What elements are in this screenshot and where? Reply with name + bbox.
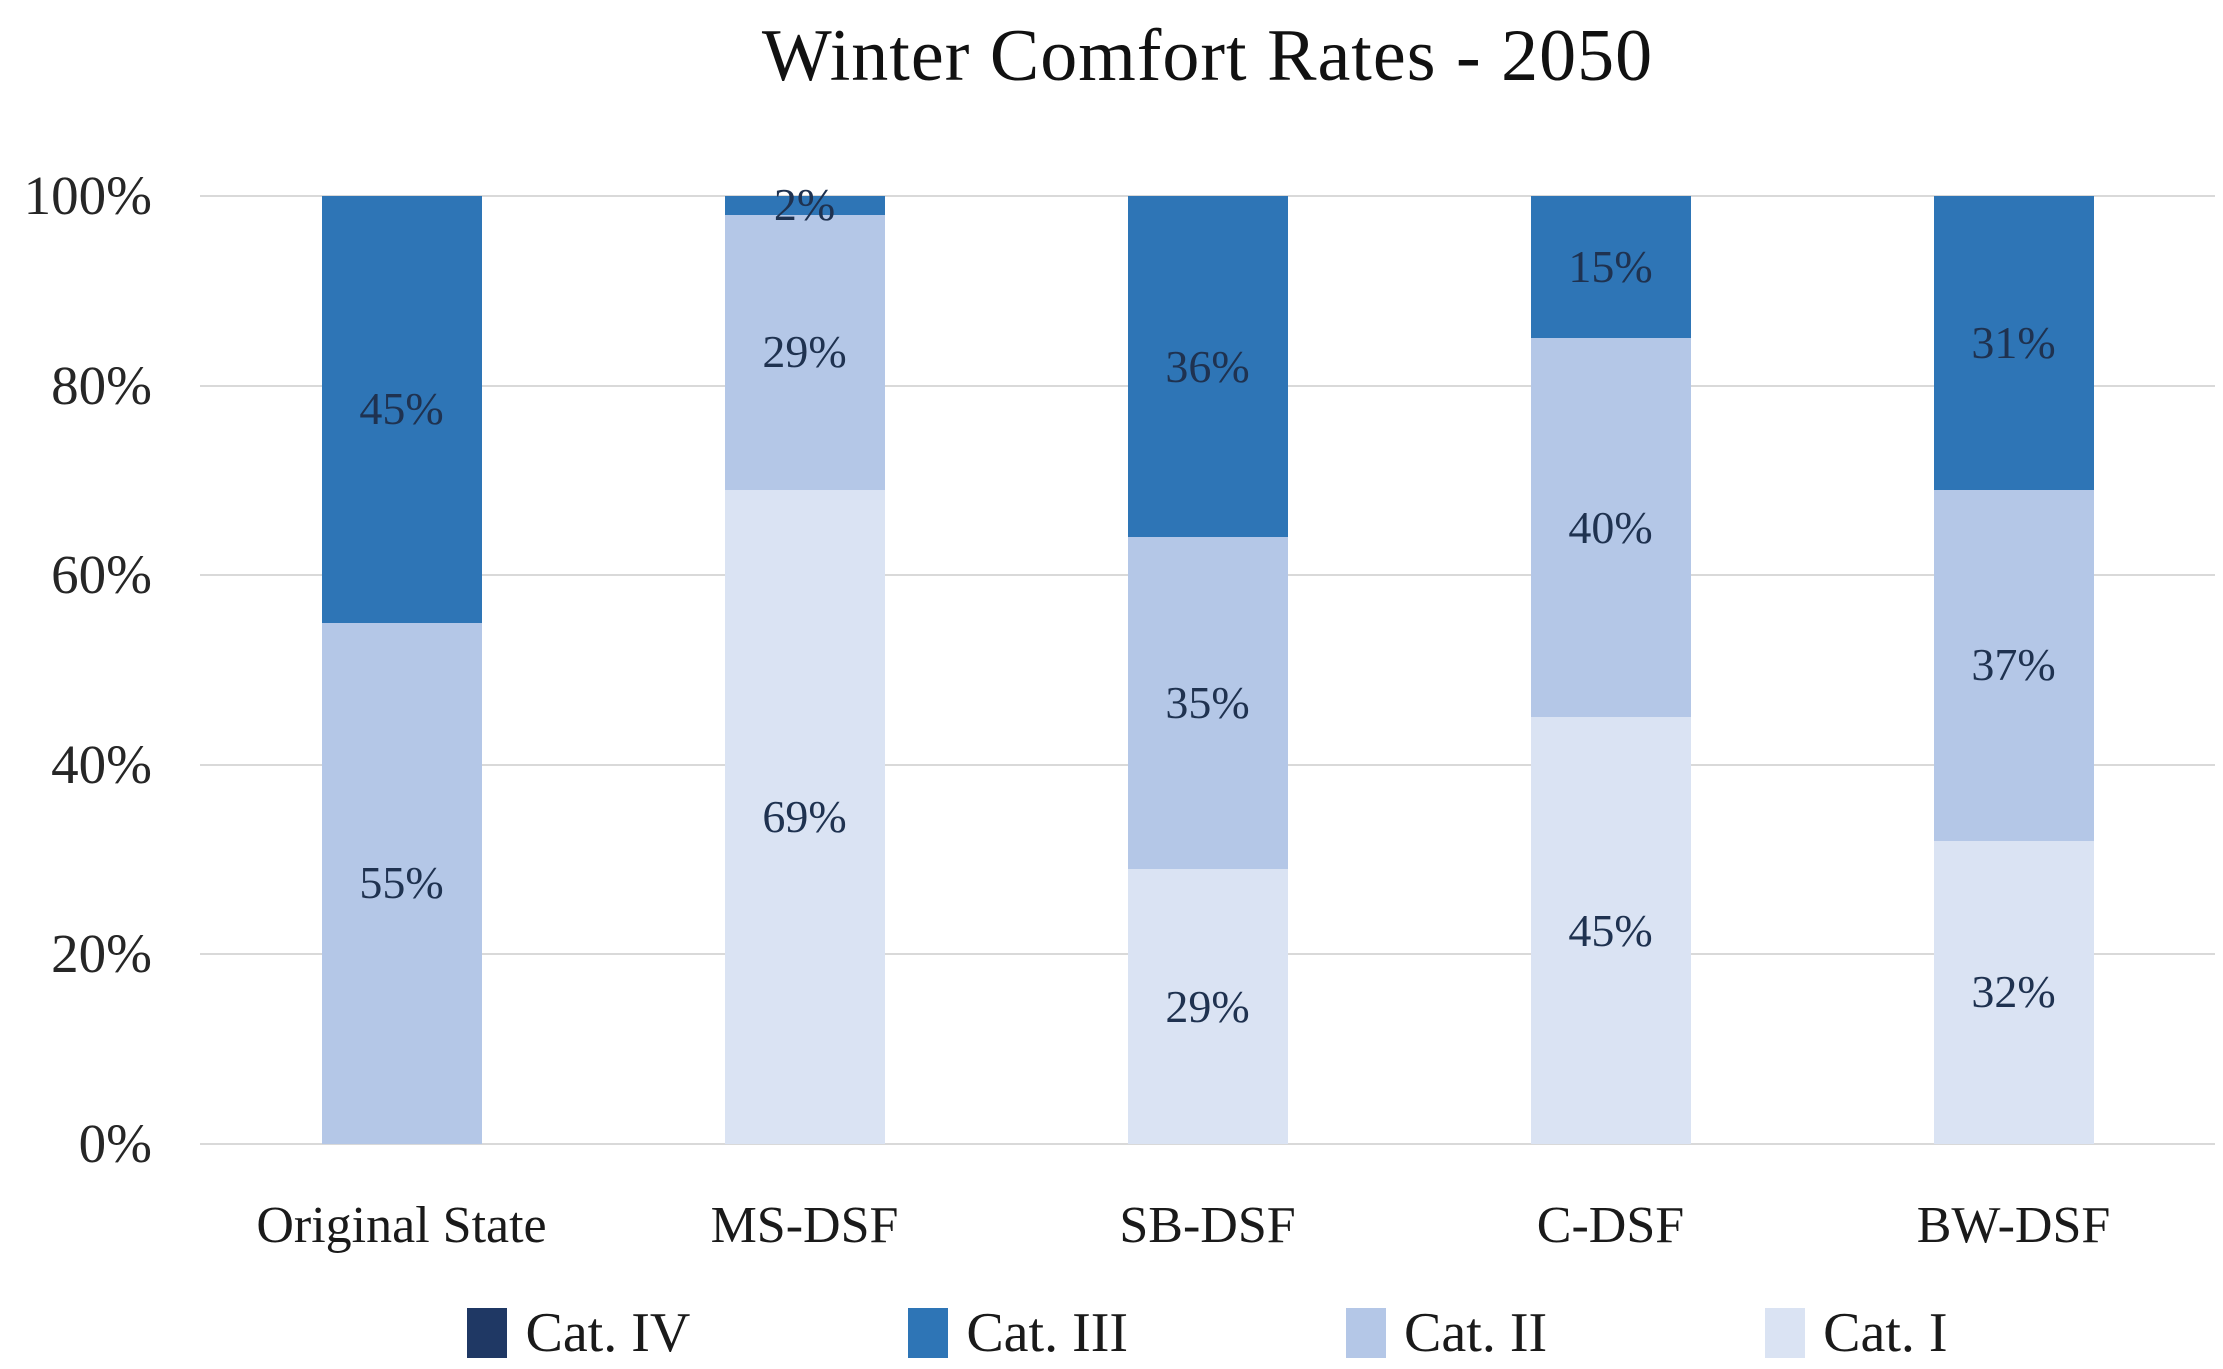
x-axis-label: C-DSF [1536,1197,1685,1254]
bar-value-label: 35% [1165,677,1250,729]
legend-swatch [1765,1308,1806,1358]
bar-segment [1127,537,1288,870]
bar-segment [724,214,885,490]
legend-item: Cat. I [1765,1302,1948,1364]
bar-segment [1530,717,1691,1144]
legend-item: Cat. III [908,1305,1128,1361]
legend-item: Cat. II [1346,1305,1547,1361]
bar-value-label: 69% [762,790,847,842]
plot-area: 55% 45% 69% 29% 2% 29% 35% 36% 45% 40% 15% 32% 37% 31… [200,182,2215,1145]
bar-segment [1933,840,2094,1144]
bar-value-label: 32% [1971,966,2056,1018]
bar-value-label: 31% [1971,316,2056,368]
bar-value-label: 40% [1568,501,1653,553]
legend-swatch [908,1308,949,1358]
x-axis-label: Original State [256,1197,547,1254]
bar-value-label: 45% [1568,904,1653,956]
bar-value-label: 55% [359,857,444,909]
bar-value-label: 29% [762,326,847,378]
gridline [200,1143,2215,1145]
legend-swatch [1346,1308,1387,1358]
bar-segment [1127,196,1288,538]
y-axis-label: 100% [23,165,152,226]
bar-value-label: 2% [773,179,836,231]
legend-item: Cat. IV [467,1305,690,1361]
bar-value-label: 37% [1971,639,2056,691]
bar-value-label: 29% [1165,980,1250,1032]
bar-segment [724,196,885,215]
x-axis-label: BW-DSF [1916,1197,2111,1254]
x-axis-label: SB-DSF [1119,1197,1296,1254]
bar-segment [1933,196,2094,490]
bar-segment [1530,196,1691,339]
bar-segment [1933,489,2094,841]
bar-segment [1530,338,1691,718]
legend-label: Cat. IV [525,1302,691,1364]
bar-segment [321,196,482,623]
bar-value-label: 45% [359,383,444,435]
y-axis-label: 40% [51,733,152,795]
x-axis-label: MS-DSF [710,1197,899,1254]
legend-label: Cat. I [1823,1302,1948,1364]
y-axis-label: 20% [51,923,152,985]
chart-title: Winter Comfort Rates - 2050 [761,15,1654,97]
y-axis-label: 0% [78,1113,152,1174]
legend-swatch [467,1308,508,1358]
legend: Cat. IV Cat. III Cat. II Cat. I [200,1300,2215,1366]
bar-value-label: 36% [1165,340,1250,392]
legend-label: Cat. II [1404,1302,1548,1364]
y-axis-label: 60% [51,544,152,606]
bar-segment [724,489,885,1144]
bar-value-label: 15% [1568,241,1653,293]
legend-label: Cat. III [966,1302,1129,1364]
bar-segment [1127,869,1288,1144]
bar-segment [321,622,482,1144]
y-axis-label: 80% [51,354,152,416]
